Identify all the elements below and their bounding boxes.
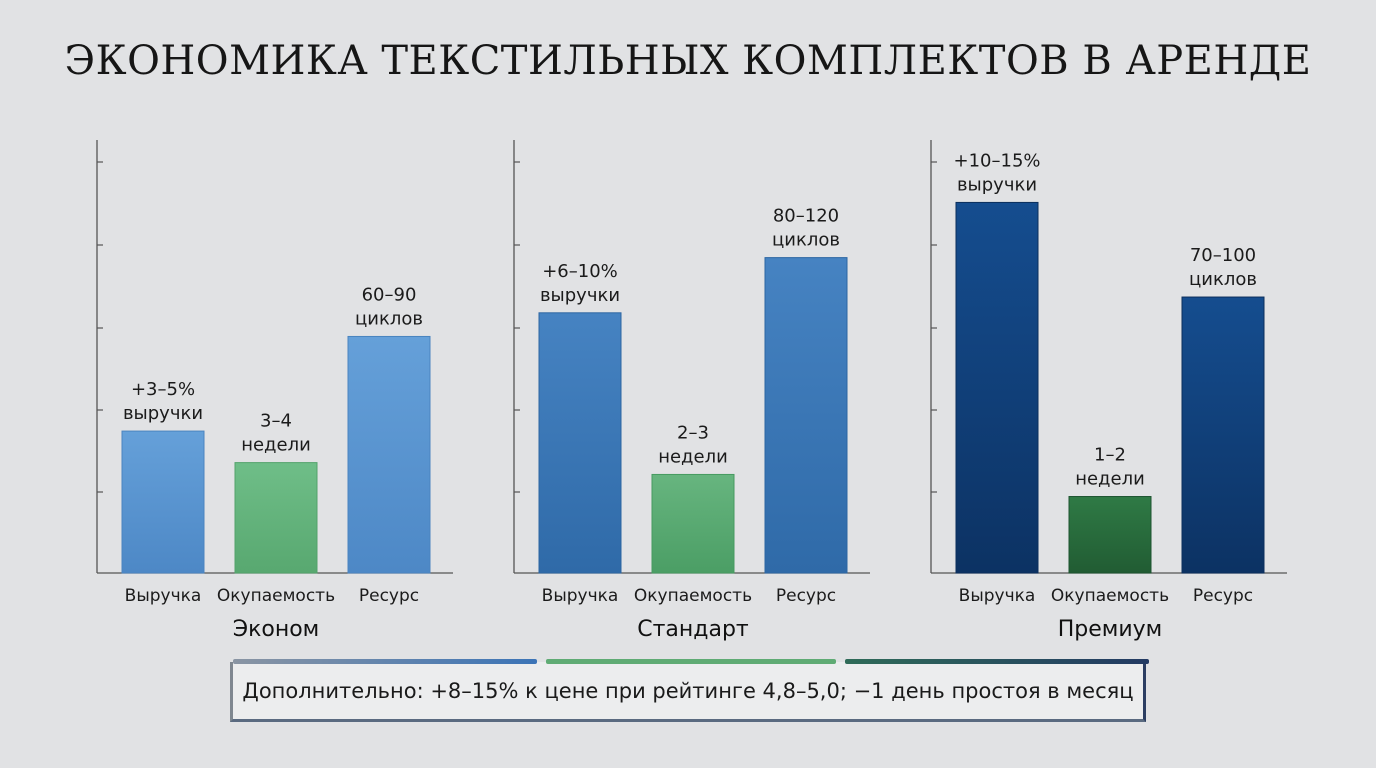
note-accent-line [845, 659, 1149, 664]
category-label: Ресурс [359, 586, 419, 606]
category-label: Окупаемость [634, 586, 752, 606]
data-label: циклов [1189, 269, 1257, 290]
chart-subtitle: Стандарт [637, 617, 749, 642]
bar-2-1 [538, 312, 622, 574]
category-label: Ресурс [1193, 586, 1253, 606]
category-label: Окупаемость [217, 586, 335, 606]
charts-area: +3–5% выручки Выручка 3–4 недели Окупаемость 6… [96, 140, 1287, 642]
category-label: Выручка [959, 586, 1036, 606]
data-label: недели [658, 446, 728, 467]
data-label: 80–120 [773, 206, 839, 227]
bar-1-2 [234, 462, 318, 574]
category-label: Выручка [542, 586, 619, 606]
bar-3-2 [1068, 496, 1152, 574]
note-text: Дополнительно: +8–15% к цене при рейтинг… [242, 678, 1134, 703]
data-label: 3–4 [260, 411, 292, 432]
note-accent-line [546, 659, 836, 664]
category-label: Выручка [125, 586, 202, 606]
data-label: недели [1075, 469, 1145, 490]
bar-3-1 [955, 201, 1039, 574]
bottom-note: Дополнительно: +8–15% к цене при рейтинг… [230, 659, 1149, 722]
data-label: 70–100 [1190, 245, 1256, 266]
bar-1-1 [121, 430, 205, 574]
data-label: выручки [123, 403, 203, 424]
bar-2-3 [764, 257, 848, 574]
data-label: циклов [355, 308, 423, 329]
category-label: Ресурс [776, 586, 836, 606]
chart-subtitle: Эконом [233, 617, 320, 642]
bar-2-2 [651, 473, 735, 574]
data-label: 1–2 [1094, 445, 1126, 466]
page-title: ЭКОНОМИКА ТЕКСТИЛЬНЫХ КОМПЛЕКТОВ В АРЕНД… [64, 38, 1312, 84]
chart-subtitle: Премиум [1058, 617, 1163, 642]
data-label: выручки [957, 174, 1037, 195]
data-label: +6–10% [542, 261, 618, 282]
data-label: недели [241, 435, 311, 456]
note-accent-line [233, 659, 537, 664]
bar-1-3 [347, 335, 431, 574]
data-label: 2–3 [677, 422, 709, 443]
data-label: +3–5% [131, 379, 195, 400]
data-label: +10–15% [954, 150, 1041, 171]
data-label: циклов [772, 230, 840, 251]
category-label: Окупаемость [1051, 586, 1169, 606]
bar-3-3 [1181, 296, 1265, 574]
data-label: 60–90 [362, 284, 417, 305]
data-label: выручки [540, 285, 620, 306]
